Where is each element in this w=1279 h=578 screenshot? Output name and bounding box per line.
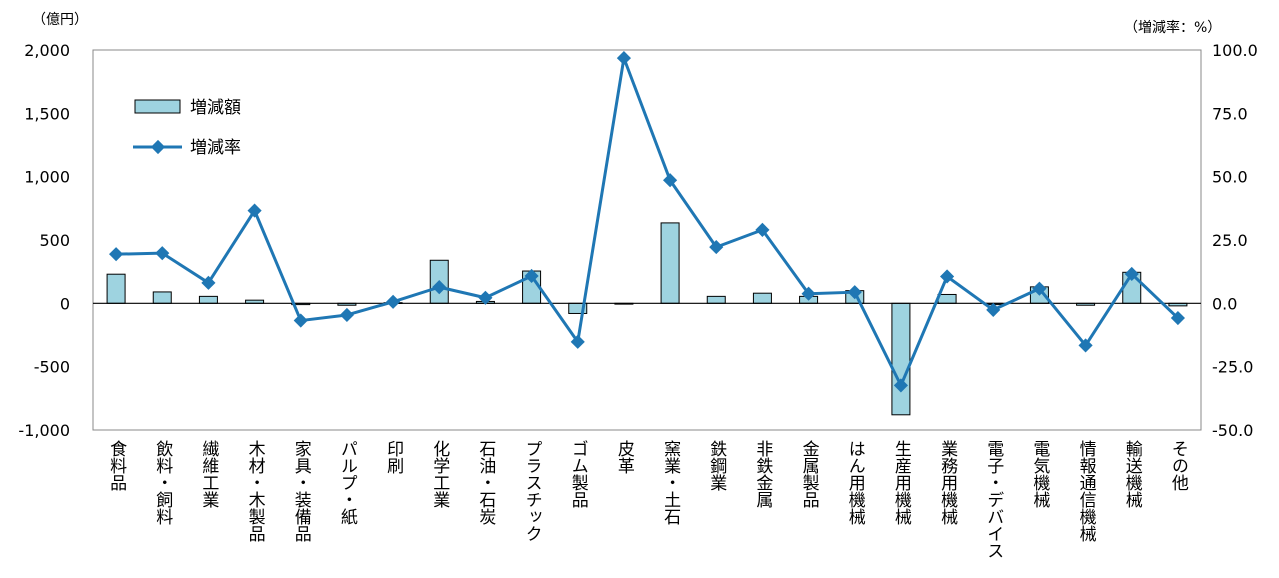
bar-mark — [198, 295, 218, 304]
left-tick-label: 1,000 — [24, 168, 70, 187]
rate-point — [293, 313, 308, 328]
rate-point — [478, 290, 493, 305]
right-tick-label: 0.0 — [1212, 294, 1237, 313]
plot-area — [92, 49, 1202, 431]
bar-mark — [106, 273, 126, 304]
category-label: 皮革 — [614, 440, 635, 474]
category-label: はん用機械 — [845, 440, 866, 525]
rate-point — [801, 286, 816, 301]
rate-point — [339, 307, 354, 323]
category-label: 化学工業 — [429, 440, 450, 508]
right-axis-unit: （増減率：%） — [1124, 19, 1221, 36]
rate-line — [116, 56, 1179, 387]
category-label: 木材・木製品 — [245, 440, 265, 542]
rate-point — [570, 334, 585, 349]
category-label: 印刷 — [383, 440, 404, 474]
category-label: パルプ・紙 — [337, 440, 358, 525]
right-tick-label: 25.0 — [1212, 231, 1248, 250]
legend-entry-bar: 増減額 — [190, 98, 241, 118]
rate-point — [847, 285, 862, 300]
left-tick-label: 0 — [60, 294, 70, 313]
rate-point — [893, 378, 908, 393]
rate-point — [1124, 266, 1139, 282]
left-tick-label: 500 — [39, 231, 70, 250]
rate-point — [201, 275, 216, 290]
legend-diamond-marker — [150, 139, 166, 155]
right-tick-label: -50.0 — [1212, 421, 1253, 440]
rate-point — [1032, 281, 1047, 296]
category-label: 飲料・飼料 — [152, 440, 173, 525]
category-label: 食料品 — [106, 440, 127, 491]
category-label: 生産用機械 — [891, 440, 912, 525]
rate-point — [755, 222, 770, 237]
bar-mark — [891, 302, 911, 416]
rate-point — [247, 203, 262, 218]
rate-point — [616, 51, 631, 66]
rate-point — [109, 247, 124, 262]
legend: 増減額 増減率 — [128, 86, 273, 176]
rate-point — [155, 246, 170, 261]
left-axis-unit: （億円） — [32, 12, 88, 28]
category-label: 非鉄金属 — [752, 440, 773, 508]
category-label: 鉄鋼業 — [706, 440, 727, 491]
right-axis: -50.0 -25.0 0.0 25.0 50.0 75.0 100.0 — [1212, 41, 1258, 440]
rate-point — [1170, 310, 1185, 326]
right-tick-label: 100.0 — [1212, 41, 1258, 60]
category-label: 電気機械 — [1029, 440, 1050, 508]
category-label: 輸送機械 — [1122, 440, 1143, 508]
legend-bar-swatch — [134, 99, 181, 114]
left-tick-label: 2,000 — [24, 41, 70, 60]
left-tick-label: -500 — [34, 358, 70, 377]
right-tick-label: -25.0 — [1212, 358, 1253, 377]
category-label: 家具・装備品 — [291, 440, 312, 542]
rate-point — [524, 268, 539, 284]
category-label: プラスチック — [522, 440, 542, 542]
category-label: 石油・石炭 — [475, 440, 496, 525]
category-labels: 食料品 飲料・飼料 繊維工業 木材・木製品 家具・装備品 パルプ・紙 印刷 化学工業 石油・石炭… — [106, 440, 1188, 559]
rate-point — [663, 173, 678, 188]
category-label: 情報通信機械 — [1076, 440, 1097, 542]
bar-mark — [937, 293, 957, 304]
rate-point — [709, 240, 724, 255]
rate-point — [940, 269, 955, 284]
category-label: 繊維工業 — [198, 440, 219, 508]
bar-mark — [706, 295, 726, 304]
bar-mark — [752, 292, 772, 304]
rate-point — [1078, 338, 1093, 353]
left-tick-label: -1,000 — [18, 421, 70, 440]
right-tick-label: 75.0 — [1212, 104, 1248, 123]
rate-point — [986, 302, 1001, 317]
rate-point — [386, 294, 401, 309]
category-label: 窯業・土石 — [660, 440, 681, 525]
category-label: 電子・デバイス — [983, 440, 1004, 559]
right-tick-label: 50.0 — [1212, 168, 1248, 187]
bar-mark — [152, 291, 172, 304]
category-label: 業務用機械 — [937, 440, 958, 525]
bar-mark — [660, 222, 680, 304]
category-label: ゴム製品 — [568, 440, 589, 508]
legend-entry-line: 増減率 — [190, 138, 241, 158]
left-axis: -1,000 -500 0 500 1,000 1,500 2,000 — [18, 41, 70, 440]
rate-point — [432, 280, 447, 295]
left-tick-label: 1,500 — [24, 104, 70, 123]
category-label: 金属製品 — [799, 440, 820, 508]
bar-series — [106, 222, 1188, 416]
category-label: その他 — [1168, 440, 1189, 491]
